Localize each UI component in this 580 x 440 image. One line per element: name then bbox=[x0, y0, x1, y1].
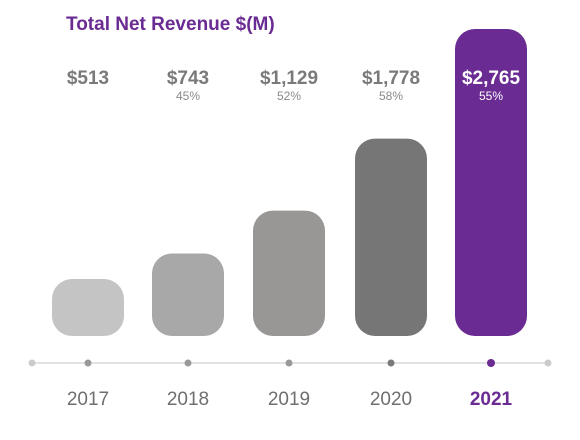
axis-dot-2017 bbox=[84, 359, 92, 367]
axis-end-dot bbox=[544, 359, 552, 367]
bar-2019 bbox=[253, 210, 325, 336]
bars-layer bbox=[52, 29, 527, 336]
growth-label-2020: 58% bbox=[379, 89, 403, 103]
value-label-2018: $743 bbox=[167, 68, 209, 89]
bar-2017 bbox=[52, 279, 124, 336]
bar-2018 bbox=[152, 253, 224, 336]
axis-dot-2018 bbox=[184, 359, 192, 367]
year-label-2019: 2019 bbox=[268, 389, 310, 410]
year-label-2021: 2021 bbox=[470, 389, 513, 410]
value-label-2020: $1,778 bbox=[362, 68, 420, 89]
value-label-2019: $1,129 bbox=[260, 68, 318, 89]
axis-dot-2019 bbox=[285, 359, 293, 367]
year-label-2018: 2018 bbox=[167, 389, 209, 410]
axis-dot-2020 bbox=[387, 359, 395, 367]
axis-dot-2021 bbox=[487, 359, 495, 367]
growth-label-2019: 52% bbox=[277, 89, 301, 103]
value-label-2021: $2,765 bbox=[462, 68, 521, 89]
axis-start-dot bbox=[28, 359, 36, 367]
year-label-2020: 2020 bbox=[370, 389, 412, 410]
value-label-2017: $513 bbox=[67, 68, 109, 89]
year-label-2017: 2017 bbox=[67, 389, 109, 410]
chart-title: Total Net Revenue $(M) bbox=[66, 14, 275, 35]
growth-label-2018: 45% bbox=[176, 89, 200, 103]
bar-2020 bbox=[355, 138, 427, 336]
growth-label-2021: 55% bbox=[479, 89, 503, 103]
bar-2021 bbox=[455, 29, 527, 336]
